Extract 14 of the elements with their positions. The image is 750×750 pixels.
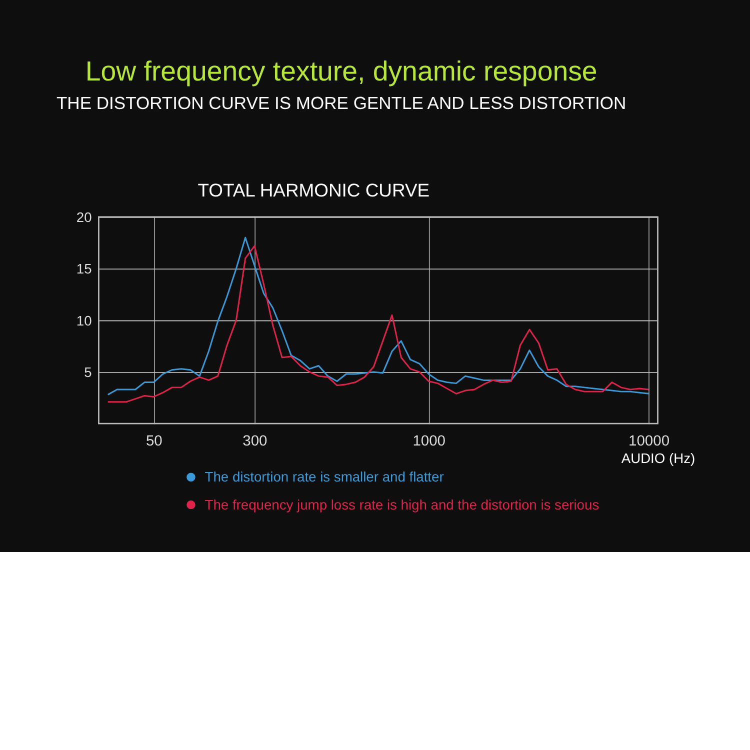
legend-label: The frequency jump loss rate is high and the distortion is serious [204,496,600,512]
x-axis-title: AUDIO (Hz) [621,450,696,466]
x-tick-label: 300 [242,433,268,450]
y-tick-label: 15 [76,260,92,277]
chart-title: Low frequency texture, dynamic response [85,55,598,86]
x-tick-label: 10000 [628,433,670,450]
y-tick-label: 10 [76,312,92,328]
text: TOTAL HARMONIC CURVE [198,180,430,201]
chart-subtitle: THE DISTORTION CURVE IS MORE GENTLE AND LESS DISTORTION [56,93,626,114]
y-tick-label: 5 [84,364,92,380]
x-tick-label: 1000 [412,433,446,450]
x-tick-label: 50 [146,433,162,450]
legend-label: The distortion rate is smaller and flatter [204,468,444,485]
y-tick-label: 20 [76,209,92,226]
